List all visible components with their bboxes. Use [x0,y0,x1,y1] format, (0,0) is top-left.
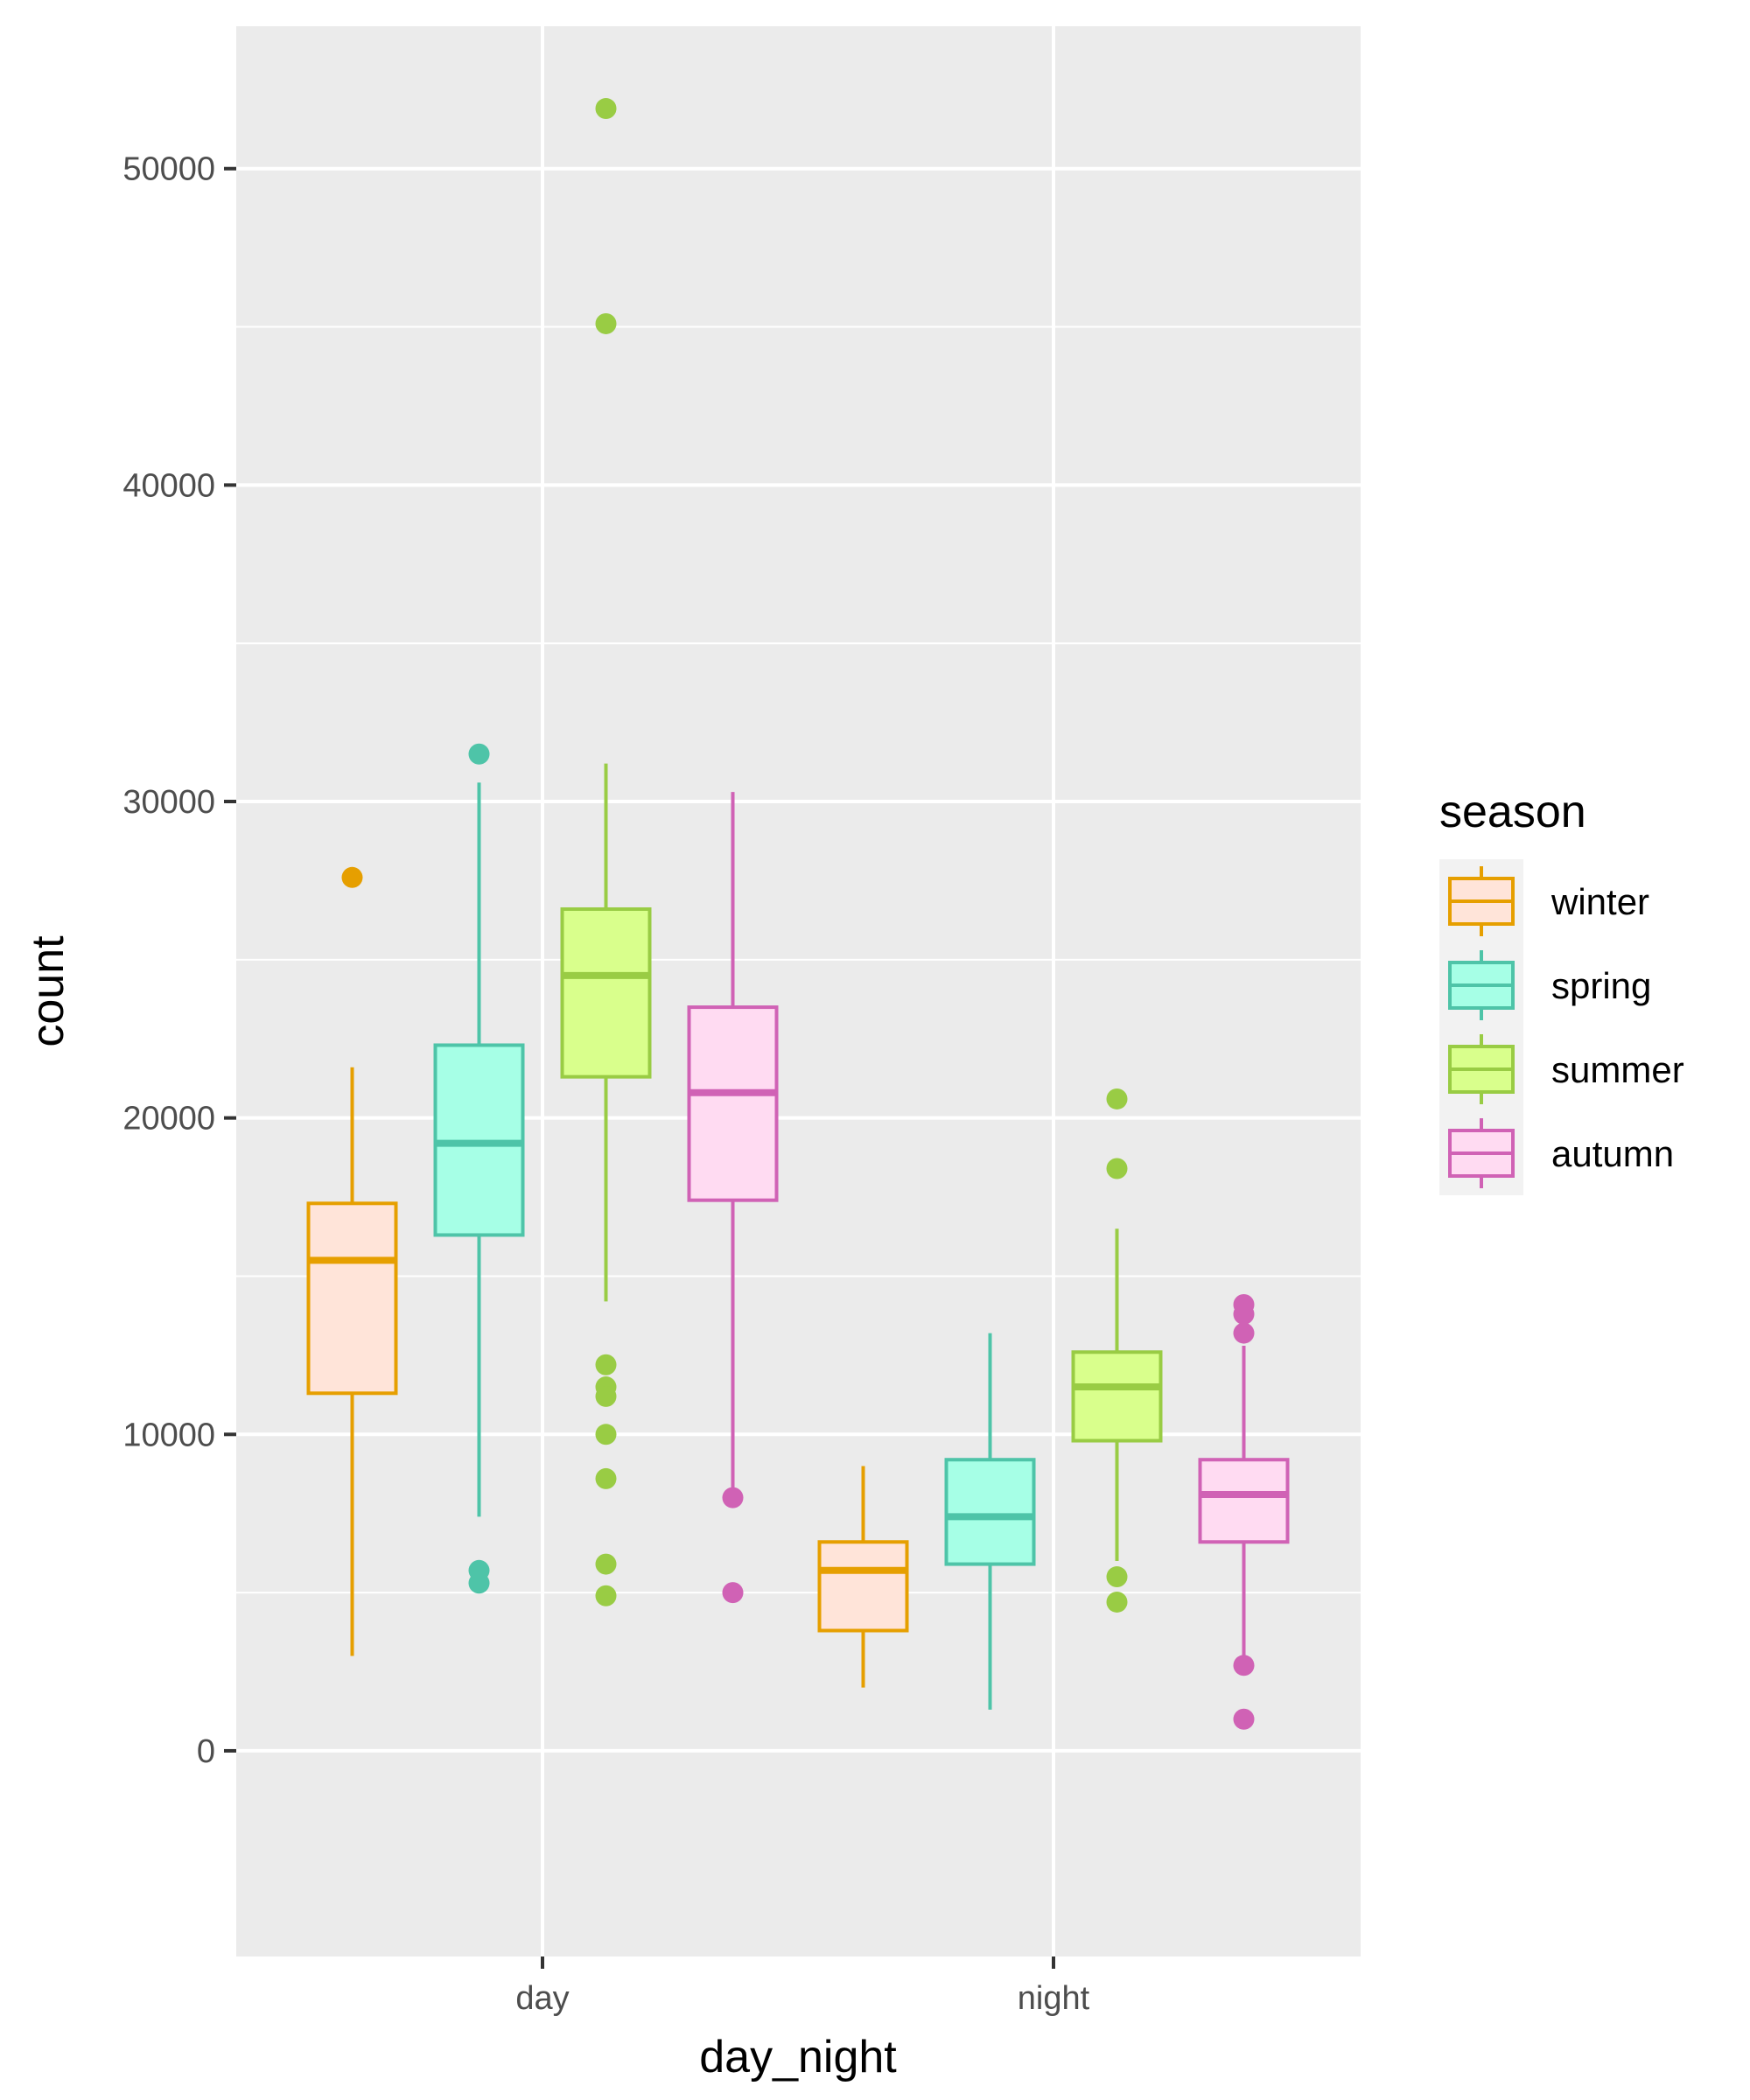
iqr-box [1198,1458,1290,1544]
iqr-box [560,906,652,1079]
outlier-point [595,312,617,334]
outlier-point [722,1487,744,1508]
iqr-box [944,1458,1036,1566]
legend-item-autumn: autumn [1448,1118,1674,1188]
legend-label: spring [1551,965,1651,1006]
outlier-point [595,1354,617,1376]
y-tick-label: 10000 [122,1417,215,1453]
outlier-point [722,1582,744,1604]
y-tick-label: 0 [197,1733,215,1770]
outlier-point [1233,1303,1255,1325]
outlier-point [595,1585,617,1606]
outlier-point [468,1572,490,1594]
outlier-point [341,866,363,888]
box-summer-night [1071,1088,1163,1613]
minor-gridlines [236,326,1361,1594]
y-tick-label: 30000 [122,784,215,821]
outlier-point [1233,1708,1255,1730]
outlier-point [595,98,617,120]
iqr-box [817,1540,909,1633]
legend-title: season [1439,787,1586,837]
outlier-point [1106,1566,1128,1588]
box-autumn-night [1198,1294,1290,1730]
outlier-point [1233,1655,1255,1676]
y-axis-title: count [23,935,74,1047]
outlier-point [595,1424,617,1446]
box-spring-day [433,743,525,1594]
outlier-point [1106,1591,1128,1613]
iqr-box [1071,1350,1163,1443]
box-winter-day [306,866,398,1656]
legend-item-winter: winter [1448,866,1649,936]
legend-item-spring: spring [1448,950,1651,1020]
outlier-point [595,1553,617,1575]
iqr-box [306,1201,398,1396]
outlier-point [1233,1322,1255,1344]
y-axis: 0 10000 20000 30000 40000 50000 [122,151,236,1770]
x-tick-label: night [1018,1980,1090,2017]
legend: season winter spring summer autumn [1439,787,1684,1195]
x-axis: day night [515,1956,1090,2017]
outlier-point [1106,1158,1128,1180]
box-layer [306,98,1290,1730]
legend-label: winter [1550,881,1649,922]
plot-panel [236,26,1361,1956]
box-spring-night [944,1333,1036,1710]
outlier-point [595,1385,617,1407]
y-tick-label: 50000 [122,151,215,188]
box-winter-night [817,1466,909,1688]
legend-label: summer [1551,1049,1684,1090]
y-tick-label: 20000 [122,1101,215,1138]
y-tick-label: 40000 [122,467,215,504]
x-tick-label: day [515,1980,569,2017]
legend-item-summer: summer [1448,1034,1684,1104]
legend-label: autumn [1551,1133,1674,1174]
iqr-box [687,1005,779,1202]
box-summer-day [560,98,652,1606]
major-gridlines [236,26,1361,1956]
x-axis-title: day_night [699,2032,897,2082]
outlier-point [468,743,490,765]
box-autumn-day [687,792,779,1604]
outlier-point [1106,1088,1128,1110]
outlier-point [595,1467,617,1489]
